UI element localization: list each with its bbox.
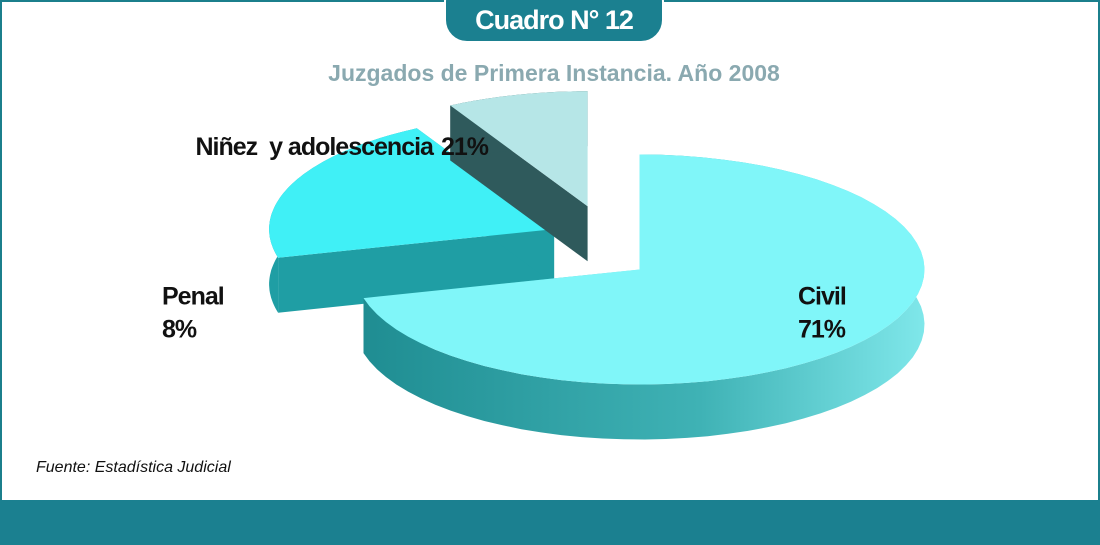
slice-label: Civil bbox=[798, 283, 846, 311]
slice bbox=[363, 154, 925, 385]
slice bbox=[450, 91, 588, 207]
pie bbox=[269, 91, 925, 440]
slice-value-label: 21% bbox=[441, 133, 489, 161]
source-note: Fuente: Estadística Judicial bbox=[36, 459, 231, 476]
slice-name: Niñez y adolescencia bbox=[196, 133, 436, 161]
slice bbox=[269, 128, 555, 258]
slice-wall bbox=[278, 229, 555, 313]
slice-value-label: 8% bbox=[162, 316, 197, 344]
slice-value-label: 71% bbox=[798, 316, 846, 344]
slice-label: Niñez y adolescencia 21% bbox=[196, 133, 489, 161]
chart-subtitle: Juzgados de Primera Instancia. Año 2008 bbox=[328, 60, 780, 86]
title-badge bbox=[444, 0, 664, 43]
slice-label: Penal bbox=[162, 283, 224, 311]
chart-title: Cuadro N° 12 bbox=[475, 5, 633, 35]
footer-bar bbox=[0, 500, 1100, 545]
